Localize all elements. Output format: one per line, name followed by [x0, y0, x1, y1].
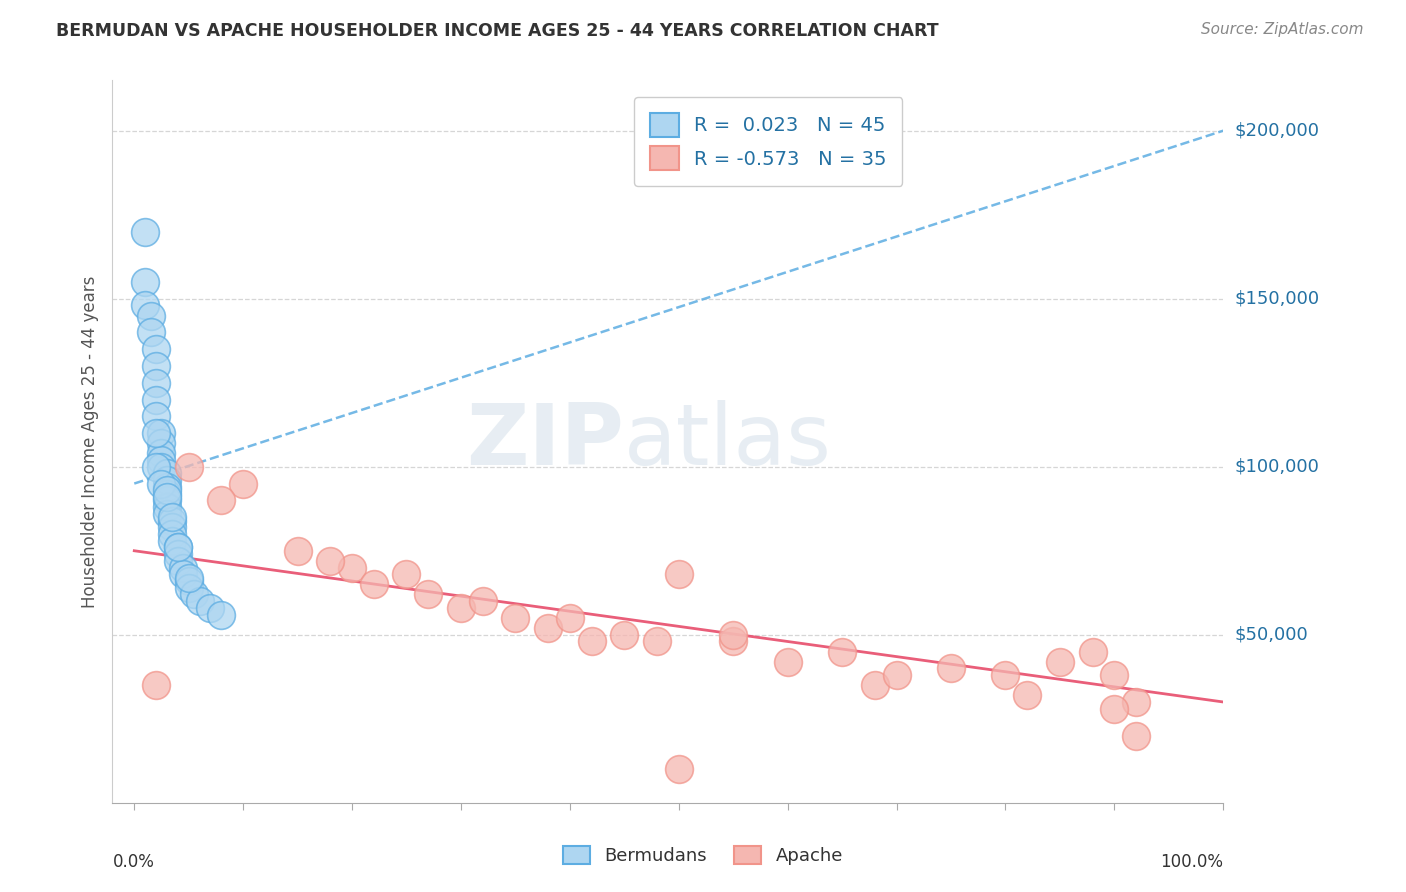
Point — [537, 621, 560, 635]
Point — [162, 527, 184, 541]
Point — [166, 541, 188, 555]
Point — [162, 510, 184, 524]
Point — [1104, 668, 1126, 682]
Point — [145, 359, 167, 373]
Point — [150, 426, 173, 441]
Point — [319, 554, 342, 568]
Point — [363, 577, 385, 591]
Text: BERMUDAN VS APACHE HOUSEHOLDER INCOME AGES 25 - 44 YEARS CORRELATION CHART: BERMUDAN VS APACHE HOUSEHOLDER INCOME AG… — [56, 22, 939, 40]
Point — [177, 574, 200, 588]
Point — [156, 493, 179, 508]
Point — [145, 392, 167, 407]
Point — [1017, 688, 1039, 702]
Point — [395, 567, 418, 582]
Point — [1125, 695, 1147, 709]
Point — [886, 668, 908, 682]
Point — [939, 661, 962, 675]
Text: $200,000: $200,000 — [1234, 121, 1319, 140]
Text: Source: ZipAtlas.com: Source: ZipAtlas.com — [1201, 22, 1364, 37]
Point — [177, 581, 200, 595]
Text: $150,000: $150,000 — [1234, 290, 1319, 308]
Point — [145, 342, 167, 356]
Point — [200, 600, 222, 615]
Point — [145, 409, 167, 424]
Point — [134, 225, 156, 239]
Point — [232, 476, 254, 491]
Point — [156, 490, 179, 504]
Point — [162, 533, 184, 548]
Point — [668, 567, 690, 582]
Text: $100,000: $100,000 — [1234, 458, 1319, 475]
Point — [721, 628, 744, 642]
Point — [166, 554, 188, 568]
Point — [150, 436, 173, 450]
Y-axis label: Householder Income Ages 25 - 44 years: Householder Income Ages 25 - 44 years — [80, 276, 98, 607]
Point — [776, 655, 799, 669]
Point — [1081, 644, 1104, 658]
Point — [162, 520, 184, 534]
Point — [156, 473, 179, 487]
Point — [139, 309, 162, 323]
Point — [150, 453, 173, 467]
Point — [166, 541, 188, 555]
Point — [166, 547, 188, 561]
Point — [645, 634, 668, 648]
Point — [209, 493, 232, 508]
Point — [1049, 655, 1071, 669]
Legend: R =  0.023   N = 45, R = -0.573   N = 35: R = 0.023 N = 45, R = -0.573 N = 35 — [634, 97, 903, 186]
Point — [831, 644, 853, 658]
Point — [721, 634, 744, 648]
Point — [172, 567, 194, 582]
Point — [134, 298, 156, 312]
Point — [581, 634, 603, 648]
Point — [172, 560, 194, 574]
Point — [994, 668, 1017, 682]
Point — [505, 611, 527, 625]
Point — [177, 571, 200, 585]
Text: $50,000: $50,000 — [1234, 626, 1308, 644]
Text: atlas: atlas — [623, 400, 831, 483]
Text: 0.0%: 0.0% — [112, 854, 155, 871]
Point — [156, 500, 179, 514]
Point — [613, 628, 636, 642]
Point — [188, 594, 211, 608]
Point — [156, 480, 179, 494]
Point — [162, 514, 184, 528]
Point — [558, 611, 581, 625]
Point — [863, 678, 886, 692]
Point — [150, 476, 173, 491]
Point — [145, 426, 167, 441]
Text: 100.0%: 100.0% — [1160, 854, 1223, 871]
Point — [134, 275, 156, 289]
Point — [156, 467, 179, 481]
Legend: Bermudans, Apache: Bermudans, Apache — [554, 837, 852, 874]
Point — [150, 446, 173, 460]
Point — [156, 486, 179, 500]
Point — [1125, 729, 1147, 743]
Point — [340, 560, 363, 574]
Point — [471, 594, 494, 608]
Point — [287, 543, 309, 558]
Point — [209, 607, 232, 622]
Point — [145, 678, 167, 692]
Text: ZIP: ZIP — [465, 400, 623, 483]
Point — [156, 483, 179, 498]
Point — [1104, 702, 1126, 716]
Point — [183, 587, 205, 601]
Point — [177, 459, 200, 474]
Point — [156, 507, 179, 521]
Point — [150, 459, 173, 474]
Point — [145, 376, 167, 390]
Point — [145, 459, 167, 474]
Point — [418, 587, 440, 601]
Point — [139, 326, 162, 340]
Point — [450, 600, 472, 615]
Point — [668, 762, 690, 776]
